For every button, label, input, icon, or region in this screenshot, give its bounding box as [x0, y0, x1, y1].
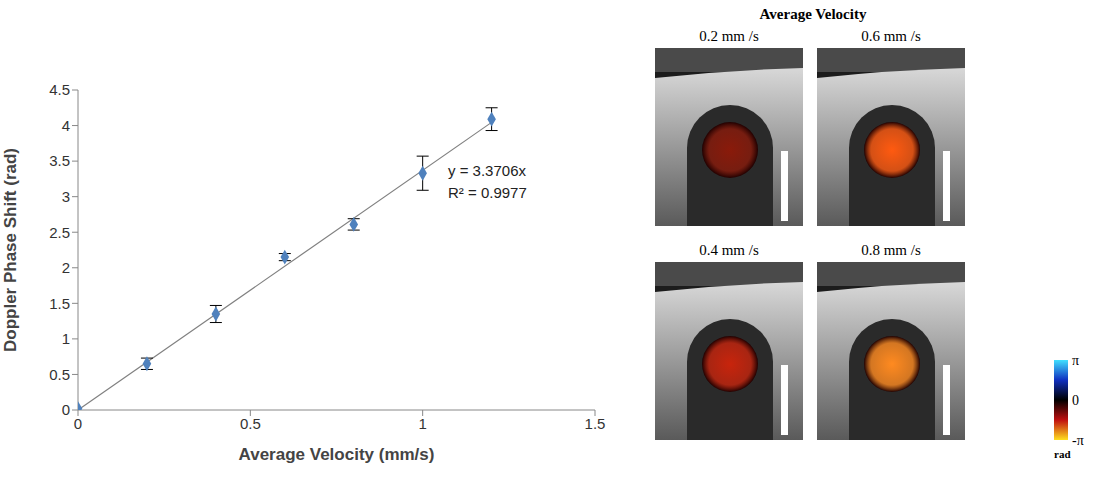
svg-text:0: 0	[62, 401, 70, 418]
svg-text:4.5: 4.5	[49, 81, 70, 98]
svg-text:2: 2	[62, 259, 70, 276]
html-text:0.8 mm /s: 0.8 mm /s	[861, 242, 921, 258]
html-text:Average Velocity: Average Velocity	[759, 6, 867, 22]
svg-text:1.5: 1.5	[585, 415, 606, 432]
svg-text:Doppler Phase Shift (rad): Doppler Phase Shift (rad)	[1, 148, 20, 352]
html-text:0.4 mm /s: 0.4 mm /s	[699, 242, 759, 258]
svg-text:0: 0	[74, 415, 82, 432]
html-text:0.2 mm /s: 0.2 mm /s	[699, 28, 759, 44]
svg-text:π: π	[1072, 353, 1079, 368]
svg-text:2.5: 2.5	[49, 224, 70, 241]
svg-text:4: 4	[62, 117, 70, 134]
svg-text:3.5: 3.5	[49, 152, 70, 169]
svg-text:0.5: 0.5	[240, 415, 261, 432]
html-text:R² = 0.9977: R² = 0.9977	[448, 184, 527, 201]
svg-text:-π: -π	[1072, 433, 1084, 448]
svg-text:rad: rad	[1054, 448, 1071, 460]
html-text:0.6 mm /s: 0.6 mm /s	[861, 28, 921, 44]
svg-text:3: 3	[62, 188, 70, 205]
svg-text:1: 1	[418, 415, 426, 432]
svg-text:1.5: 1.5	[49, 295, 70, 312]
html-text:y = 3.3706x: y = 3.3706x	[448, 162, 526, 179]
svg-text:1: 1	[62, 330, 70, 347]
svg-text:Average Velocity (mm/s): Average Velocity (mm/s)	[239, 445, 435, 464]
svg-text:0.5: 0.5	[49, 366, 70, 383]
svg-text:0: 0	[1072, 393, 1079, 408]
